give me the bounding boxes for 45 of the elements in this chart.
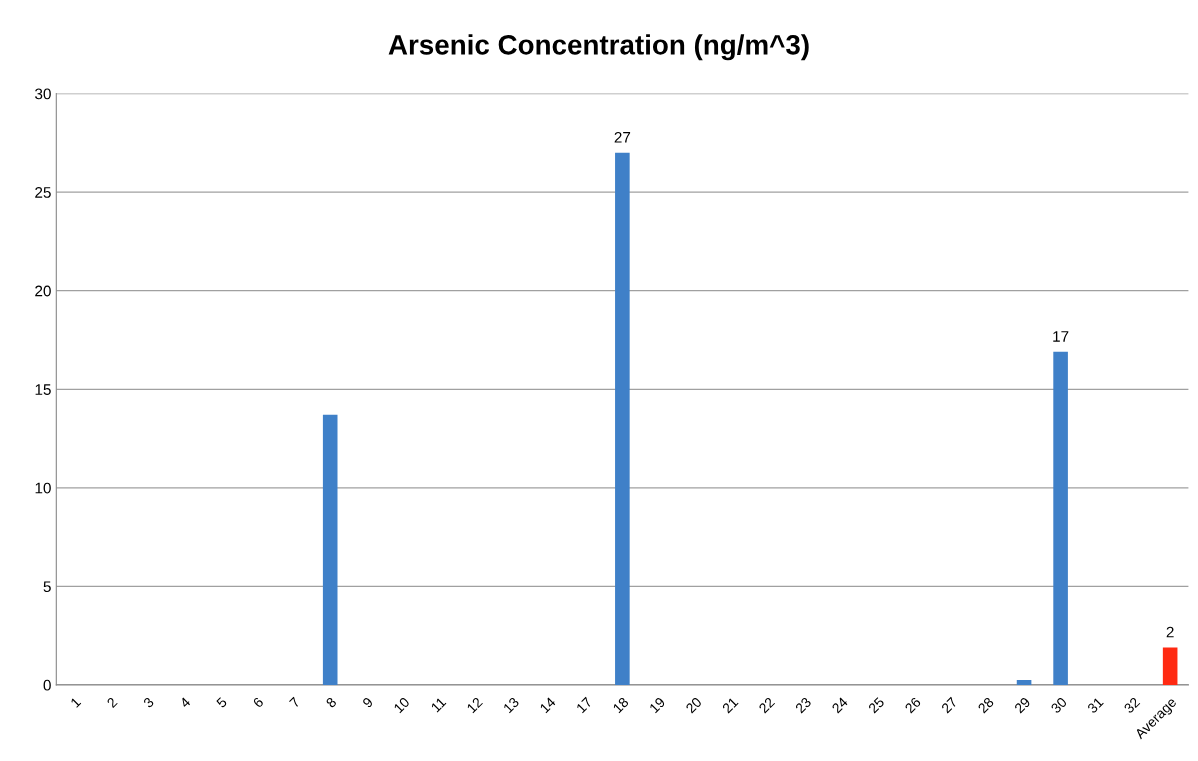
x-tick-label: 24: [831, 696, 849, 714]
x-tick-label: 20: [685, 696, 703, 714]
x-tick-label: 23: [794, 696, 812, 714]
y-tick-label: 30: [35, 88, 51, 100]
x-tick-label: 7: [289, 696, 301, 709]
x-tick-label: 11: [430, 696, 447, 713]
bar: [1016, 679, 1032, 685]
x-tick-label: 10: [393, 696, 411, 714]
bar: [322, 414, 338, 685]
x-tick-label: 2: [106, 696, 118, 709]
x-tick-label: 17: [576, 696, 593, 714]
data-label: 2: [1166, 626, 1174, 638]
bar: [1053, 351, 1068, 685]
x-tick-label: 8: [325, 696, 337, 709]
x-tick-label: 25: [867, 696, 885, 714]
x-tick-label: 29: [1013, 696, 1031, 714]
x-tick-label: 5: [215, 696, 228, 709]
x-tick-label: 31: [1086, 696, 1104, 714]
x-tick-label: 1: [70, 696, 82, 708]
x-tick-label: 18: [612, 696, 630, 714]
x-tick-label: 26: [904, 696, 922, 714]
y-tick-label: 15: [35, 384, 51, 395]
y-tick-label: 20: [35, 285, 51, 297]
y-tick-label: 10: [35, 482, 51, 494]
x-tick-label: 22: [758, 696, 776, 714]
x-tick-label: 9: [361, 696, 374, 709]
x-tick-label: 28: [977, 696, 995, 714]
data-label: 17: [1053, 331, 1069, 342]
y-tick-label: 0: [43, 679, 51, 691]
x-tick-label: 6: [252, 696, 264, 709]
data-label: 27: [614, 131, 631, 143]
bar: [615, 152, 630, 685]
x-tick-label: 21: [721, 696, 739, 714]
bar: [1162, 647, 1178, 685]
y-tick-label: 25: [35, 187, 51, 198]
x-tick-label: 12: [466, 696, 483, 714]
chart-title: Arsenic Concentration (ng/m^3): [388, 34, 809, 61]
x-tick-label: 13: [502, 696, 520, 714]
x-tick-label: 19: [648, 696, 666, 714]
x-tick-label: 3: [142, 696, 155, 709]
x-tick-label: 30: [1050, 696, 1068, 714]
x-tick-label: 14: [539, 696, 557, 714]
x-tick-label: 27: [940, 696, 958, 714]
y-tick-label: 5: [43, 581, 51, 593]
x-tick-label: 4: [179, 696, 191, 709]
